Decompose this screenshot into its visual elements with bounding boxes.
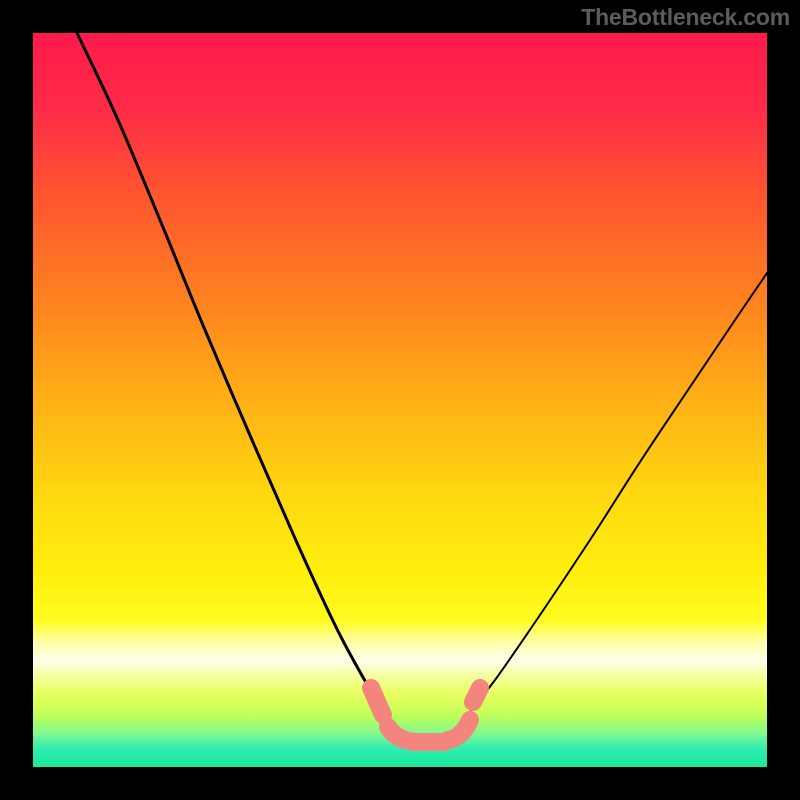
chart-canvas	[0, 0, 800, 800]
optimum-mark-4	[473, 688, 480, 702]
plot-gradient-background	[33, 33, 767, 767]
watermark-text: TheBottleneck.com	[581, 4, 790, 31]
optimum-mark-0	[371, 688, 383, 715]
